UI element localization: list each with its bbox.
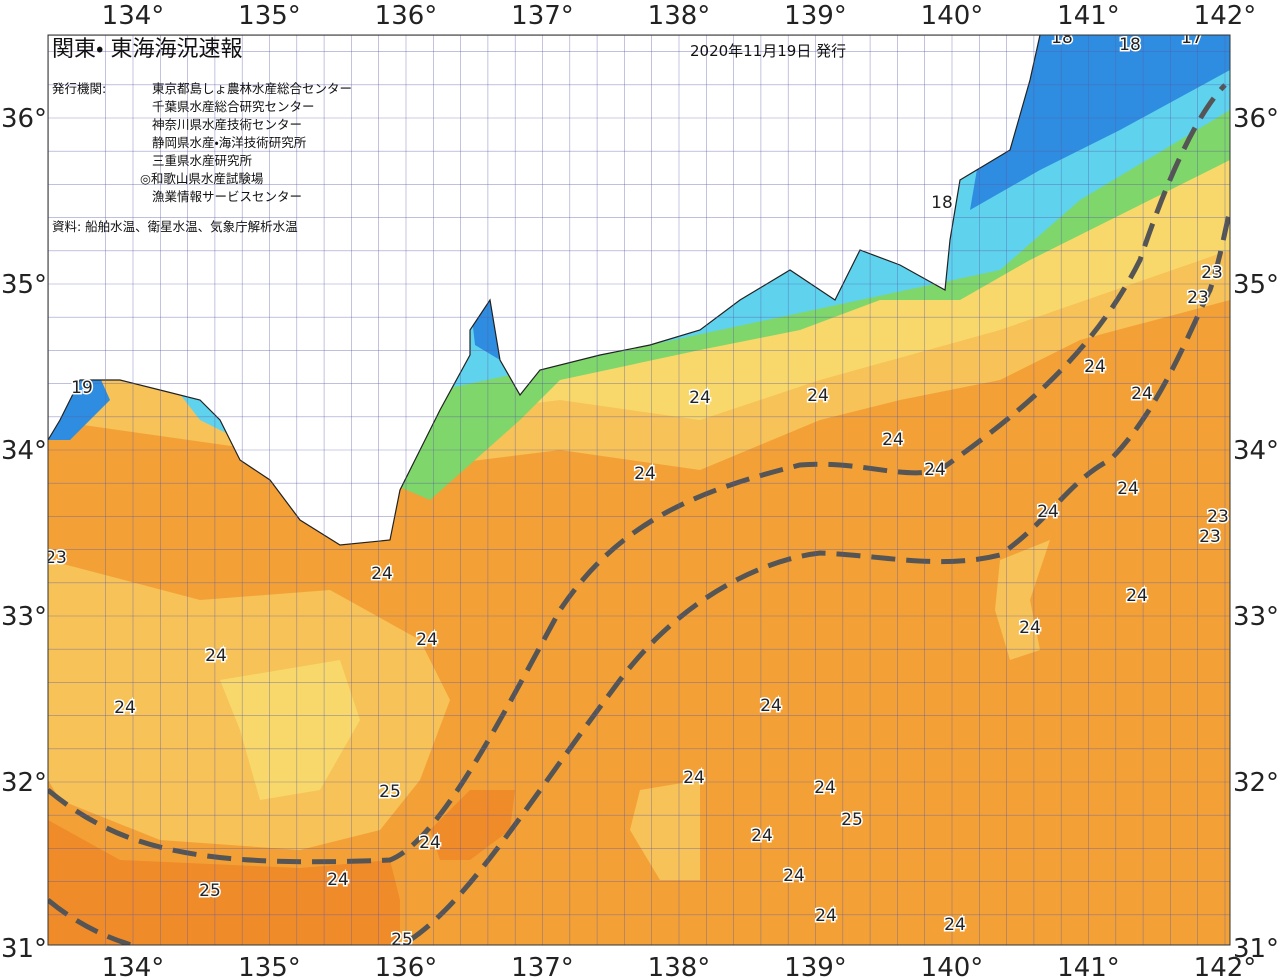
contour-label: 24 — [1084, 357, 1106, 377]
lat-label: 36° — [1, 104, 47, 134]
contour-label: 23 — [1201, 263, 1223, 283]
lat-label: 31° — [1, 934, 47, 964]
lon-label: 137° — [511, 1, 574, 31]
contour-label: 25 — [379, 782, 401, 802]
contour-label: 24 — [882, 430, 904, 450]
lat-label: 31° — [1233, 934, 1279, 964]
issue-date: 2020年11月19日 発行 — [690, 42, 846, 60]
lon-label: 138° — [648, 953, 711, 980]
lon-label: 142° — [1194, 1, 1257, 31]
contour-label: 23 — [1199, 527, 1221, 547]
contour-label: 17 — [1181, 28, 1203, 48]
lon-label: 134° — [102, 953, 165, 980]
contour-label: 18 — [1051, 28, 1073, 48]
lon-label: 136° — [375, 953, 438, 980]
lon-label: 135° — [238, 1, 301, 31]
contour-label: 24 — [760, 696, 782, 716]
publisher: 千葉県水産総合研究センター — [152, 99, 315, 114]
publisher: 三重県水産研究所 — [152, 153, 253, 168]
lon-label: 135° — [238, 953, 301, 980]
lon-label: 138° — [648, 1, 711, 31]
contour-label: 18 — [931, 193, 953, 213]
contour-label: 23 — [45, 548, 67, 568]
contour-label: 25 — [199, 881, 221, 901]
contour-label: 24 — [327, 870, 349, 890]
lat-label: 35° — [1233, 270, 1279, 300]
contour-label: 23 — [1207, 507, 1229, 527]
graticule — [48, 35, 1230, 945]
contour-label: 24 — [419, 833, 441, 853]
publisher: 静岡県水産・海洋技術研究所 — [152, 135, 307, 150]
lon-label: 134° — [102, 1, 165, 31]
frame — [47, 34, 1231, 946]
contour-label: 24 — [683, 768, 705, 788]
data-source: 資料: 船舶水温、衛星水温、気象庁解析水温 — [52, 219, 298, 234]
publisher: 東京都島しょ農林水産総合センター — [152, 81, 352, 96]
lon-label: 136° — [375, 1, 438, 31]
publisher: 神奈川県水産技術センター — [152, 117, 302, 132]
contour-label: 19 — [71, 378, 93, 398]
contour-label: 24 — [783, 866, 805, 886]
lon-label: 140° — [921, 1, 984, 31]
contour-label: 24 — [1037, 502, 1059, 522]
contour-label: 24 — [1117, 479, 1139, 499]
lat-label: 33° — [1, 602, 47, 632]
contour-label: 24 — [815, 906, 837, 926]
lon-label: 141° — [1057, 953, 1120, 980]
contour-label: 24 — [814, 778, 836, 798]
lon-label: 142° — [1194, 953, 1257, 980]
contour-label: 24 — [416, 630, 438, 650]
lon-label: 141° — [1057, 1, 1120, 31]
lon-label: 137° — [511, 953, 574, 980]
warm-region — [48, 790, 515, 945]
publisher: 漁業情報サービスセンター — [152, 189, 302, 204]
contour-label: 24 — [205, 646, 227, 666]
lon-label: 140° — [921, 953, 984, 980]
publisher-label: 発行機関: — [52, 81, 106, 96]
lat-label: 32° — [1233, 768, 1279, 798]
lat-label: 34° — [1, 436, 47, 466]
land — [48, 35, 1041, 546]
contour-label: 23 — [1187, 288, 1209, 308]
publisher-list: 東京都島しょ農林水産総合センター千葉県水産総合研究センター神奈川県水産技術センタ… — [140, 81, 352, 204]
contour-label: 24 — [1131, 384, 1153, 404]
contour-label: 24 — [634, 464, 656, 484]
contour-label: 24 — [751, 826, 773, 846]
contour-label: 24 — [944, 915, 966, 935]
contour-label: 24 — [114, 698, 136, 718]
contour-label: 24 — [1019, 618, 1041, 638]
lat-label: 36° — [1233, 104, 1279, 134]
contour-label: 24 — [924, 460, 946, 480]
lat-label: 35° — [1, 270, 47, 300]
lon-label: 139° — [784, 953, 847, 980]
contour-label: 25 — [391, 930, 413, 950]
lat-label: 34° — [1233, 436, 1279, 466]
blue-region — [48, 35, 1230, 440]
contour-label: 24 — [689, 388, 711, 408]
contour-label: 24 — [807, 386, 829, 406]
contour-label: 24 — [371, 564, 393, 584]
lon-label: 139° — [784, 1, 847, 31]
lat-label: 33° — [1233, 602, 1279, 632]
contour-label: 25 — [841, 810, 863, 830]
title: 関東・ 東海海況速報 — [52, 37, 242, 62]
contour-label: 18 — [1119, 35, 1141, 55]
contour-label: 24 — [1126, 586, 1148, 606]
lat-label: 32° — [1, 768, 47, 798]
publisher: ◎和歌山県水産試験場 — [140, 171, 263, 186]
